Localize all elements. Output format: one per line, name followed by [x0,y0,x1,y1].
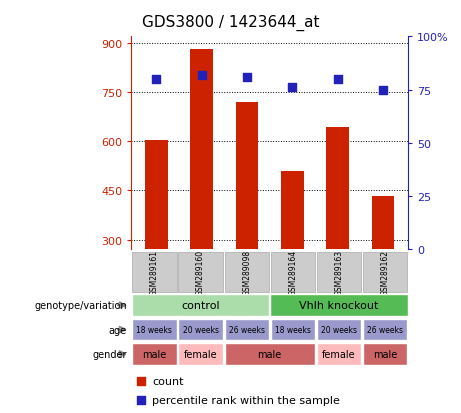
Point [243,74,251,81]
Bar [281,171,304,250]
Bar [132,319,177,341]
Bar [363,343,407,365]
Bar [326,128,349,250]
Bar [270,294,408,316]
Bar [236,102,258,250]
Text: 20 weeks: 20 weeks [321,325,357,334]
Point [334,76,342,83]
Text: 20 weeks: 20 weeks [183,325,219,334]
Text: count: count [152,376,184,386]
Point [289,85,296,92]
Bar [317,343,361,365]
Point [318,302,325,309]
Text: female: female [322,349,355,359]
Text: age: age [109,325,127,335]
Bar [225,343,315,365]
Text: 18 weeks: 18 weeks [275,325,311,334]
Text: control: control [181,300,220,311]
Text: 18 weeks: 18 weeks [136,325,172,334]
Point [318,133,325,140]
Text: GSM289163: GSM289163 [334,249,343,296]
Point [379,87,387,94]
Bar [225,253,269,292]
Text: GSM289164: GSM289164 [288,249,297,296]
Bar [132,343,177,365]
Text: gender: gender [92,349,127,359]
Bar [132,294,269,316]
Text: GSM289160: GSM289160 [196,249,205,296]
Text: GSM289098: GSM289098 [242,249,251,296]
Bar [372,197,394,250]
Bar [178,343,223,365]
Text: male: male [373,349,397,359]
Text: male: male [142,349,166,359]
Text: Vhlh knockout: Vhlh knockout [299,300,378,311]
Text: 26 weeks: 26 weeks [367,325,403,334]
Bar [271,319,315,341]
Bar [178,253,223,292]
Bar [271,253,315,292]
Point [153,76,160,83]
Bar [363,319,407,341]
Bar [225,319,269,341]
Bar [363,253,407,292]
Text: genotype/variation: genotype/variation [34,300,127,311]
Bar [317,253,361,292]
Bar [190,50,213,250]
Bar [132,253,177,292]
Text: male: male [258,349,282,359]
Text: GSM289161: GSM289161 [150,249,159,296]
Bar [178,319,223,341]
Text: 26 weeks: 26 weeks [229,325,265,334]
Text: GDS3800 / 1423644_at: GDS3800 / 1423644_at [142,14,319,31]
Point [198,72,205,79]
Bar [145,141,168,250]
Bar [317,319,361,341]
Text: GSM289162: GSM289162 [380,249,390,296]
Text: female: female [184,349,217,359]
Text: percentile rank within the sample: percentile rank within the sample [152,394,340,405]
